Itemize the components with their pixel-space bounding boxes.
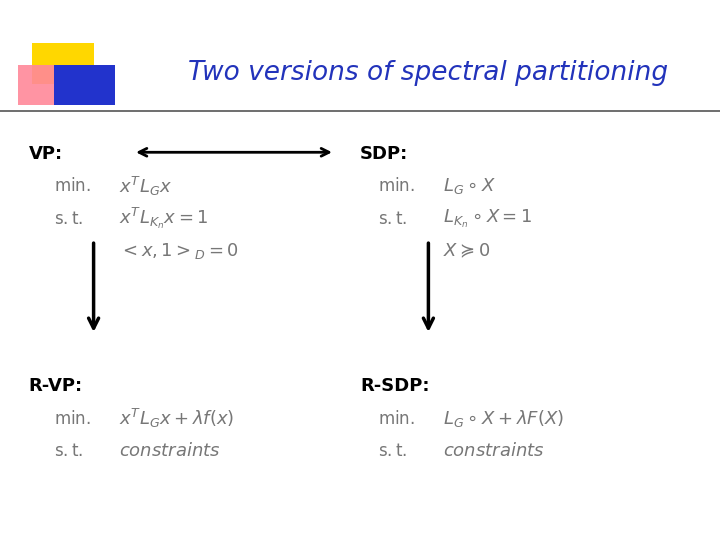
Text: SDP:: SDP:	[360, 145, 408, 163]
Bar	[18, 65, 79, 105]
Text: $\mathrm{s.t.}$: $\mathrm{s.t.}$	[54, 210, 84, 228]
Text: R-SDP:: R-SDP:	[360, 377, 430, 395]
Text: $X \succeq 0$: $X \succeq 0$	[443, 242, 490, 260]
Text: VP:: VP:	[29, 145, 63, 163]
Text: $\mathrm{s.t.}$: $\mathrm{s.t.}$	[378, 210, 408, 228]
Text: $L_G \circ X + \lambda F(X)$: $L_G \circ X + \lambda F(X)$	[443, 408, 564, 429]
Text: R-VP:: R-VP:	[29, 377, 83, 395]
Text: Two versions of spectral partitioning: Two versions of spectral partitioning	[189, 60, 668, 86]
Text: $\mathrm{min.}$: $\mathrm{min.}$	[54, 409, 91, 428]
Text: $< x, 1 >_D = 0$: $< x, 1 >_D = 0$	[119, 241, 239, 261]
Text: $x^T L_{K_n} x = 1$: $x^T L_{K_n} x = 1$	[119, 206, 208, 231]
Text: $L_G \circ X$: $L_G \circ X$	[443, 176, 496, 197]
Text: $\mathit{constraints}$: $\mathit{constraints}$	[119, 442, 220, 460]
Text: $\mathrm{min.}$: $\mathrm{min.}$	[54, 177, 91, 195]
Text: $\mathit{constraints}$: $\mathit{constraints}$	[443, 442, 544, 460]
Text: $L_{K_n} \circ X = 1$: $L_{K_n} \circ X = 1$	[443, 208, 532, 230]
Bar	[32, 43, 94, 84]
Text: $\mathrm{s.t.}$: $\mathrm{s.t.}$	[54, 442, 84, 460]
Bar	[54, 65, 115, 105]
Text: $\mathrm{min.}$: $\mathrm{min.}$	[378, 177, 415, 195]
Text: $\mathrm{s.t.}$: $\mathrm{s.t.}$	[378, 442, 408, 460]
Text: $x^T L_G x$: $x^T L_G x$	[119, 175, 172, 198]
Text: $x^{T} L_G x + \lambda f(x)$: $x^{T} L_G x + \lambda f(x)$	[119, 407, 234, 430]
Text: $\mathrm{min.}$: $\mathrm{min.}$	[378, 409, 415, 428]
